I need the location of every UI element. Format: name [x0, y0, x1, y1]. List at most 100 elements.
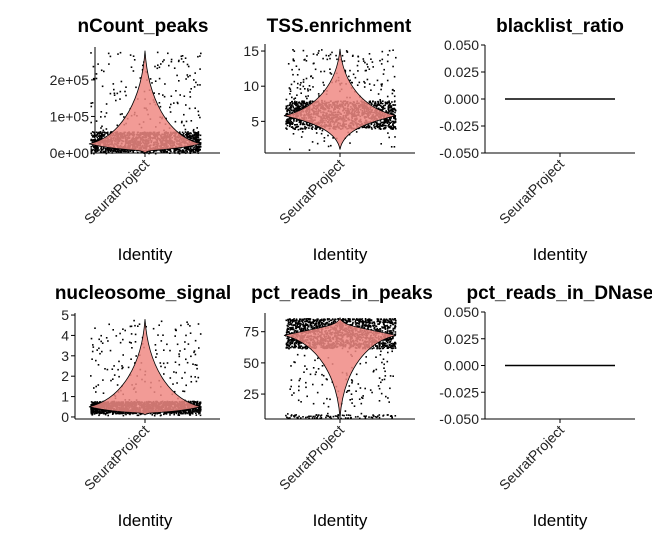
- data-point: [390, 105, 393, 107]
- data-point: [90, 337, 93, 340]
- data-point: [161, 149, 164, 152]
- data-point: [118, 375, 120, 378]
- data-point: [90, 404, 93, 407]
- data-point: [130, 333, 133, 335]
- data-point: [197, 152, 200, 154]
- data-point: [91, 409, 93, 411]
- data-point: [169, 148, 172, 151]
- data-point: [102, 411, 104, 414]
- data-point: [380, 83, 383, 86]
- data-point: [322, 57, 324, 60]
- data-point: [302, 127, 304, 130]
- data-point: [374, 101, 377, 103]
- data-point: [298, 101, 300, 104]
- data-point: [296, 87, 299, 89]
- data-point: [200, 52, 202, 55]
- data-point: [199, 134, 202, 137]
- data-point: [298, 105, 300, 108]
- data-point: [90, 52, 92, 54]
- data-point: [189, 414, 192, 416]
- data-point: [100, 410, 103, 412]
- data-point: [195, 138, 197, 140]
- data-point: [173, 413, 175, 416]
- data-point: [183, 390, 186, 393]
- data-point: [132, 70, 135, 72]
- data-point: [349, 79, 351, 82]
- data-point: [129, 54, 132, 56]
- data-point: [184, 128, 187, 131]
- data-point: [195, 402, 198, 405]
- data-point: [181, 55, 184, 57]
- data-point: [314, 127, 316, 130]
- data-point: [374, 104, 376, 107]
- data-point: [108, 149, 111, 151]
- data-point: [389, 103, 391, 106]
- data-point: [104, 132, 106, 134]
- data-point: [184, 131, 187, 133]
- data-point: [90, 410, 93, 412]
- data-point: [115, 99, 117, 102]
- data-point: [290, 123, 292, 125]
- data-point: [170, 103, 172, 106]
- data-point: [133, 59, 136, 61]
- data-point: [187, 65, 190, 68]
- data-point: [117, 149, 119, 152]
- x-tick-label: SeuratProject: [496, 156, 567, 227]
- data-point: [173, 150, 176, 152]
- data-point: [285, 113, 287, 116]
- data-point: [91, 412, 94, 415]
- data-point: [296, 105, 299, 108]
- data-point: [187, 131, 189, 133]
- data-point: [187, 147, 190, 150]
- data-point: [362, 58, 365, 60]
- data-point: [189, 151, 191, 153]
- data-point: [185, 334, 187, 337]
- data-point: [149, 78, 152, 80]
- data-point: [191, 412, 194, 414]
- data-point: [198, 140, 200, 142]
- data-point: [92, 344, 94, 346]
- data-point: [286, 108, 289, 111]
- data-point: [104, 410, 107, 412]
- data-point: [294, 126, 297, 129]
- data-point: [155, 356, 157, 358]
- data-point: [326, 58, 329, 61]
- panel-title: nucleosome_signal: [55, 283, 231, 304]
- data-point: [178, 411, 181, 414]
- data-point: [299, 105, 302, 107]
- y-tick-label: 5: [251, 113, 259, 129]
- data-point: [189, 137, 192, 139]
- data-point: [101, 410, 103, 413]
- data-point: [178, 353, 180, 355]
- data-point: [348, 75, 350, 78]
- data-point: [134, 324, 136, 327]
- data-point: [389, 127, 392, 129]
- data-point: [391, 101, 393, 103]
- data-point: [290, 105, 293, 107]
- data-point: [190, 355, 192, 358]
- data-point: [101, 342, 104, 344]
- data-point: [189, 325, 191, 327]
- data-point: [348, 133, 351, 136]
- data-point: [116, 148, 118, 151]
- data-point: [376, 105, 378, 108]
- data-point: [182, 151, 185, 153]
- data-point: [292, 49, 294, 51]
- data-point: [189, 148, 191, 151]
- data-point: [100, 340, 102, 343]
- data-point: [167, 52, 169, 55]
- data-point: [386, 60, 389, 63]
- data-point: [190, 412, 192, 415]
- data-point: [100, 116, 102, 118]
- data-point: [124, 329, 126, 332]
- data-point: [91, 139, 94, 142]
- data-point: [199, 146, 202, 148]
- data-point: [199, 143, 202, 146]
- data-point: [194, 72, 196, 74]
- data-point: [101, 350, 103, 353]
- data-point: [386, 95, 389, 98]
- data-point: [186, 150, 188, 153]
- data-point: [185, 132, 188, 135]
- data-point: [169, 377, 172, 379]
- data-point: [111, 152, 114, 154]
